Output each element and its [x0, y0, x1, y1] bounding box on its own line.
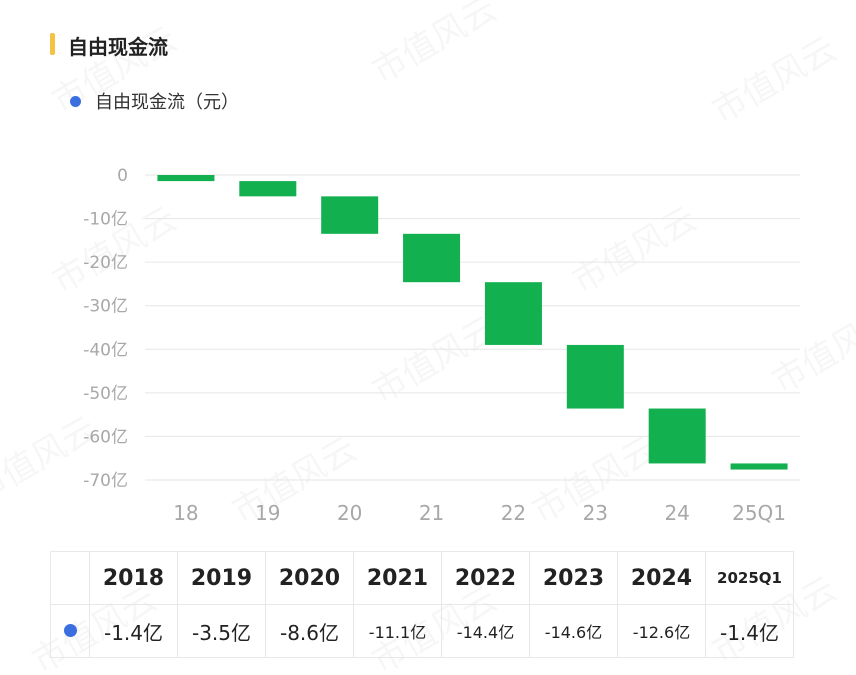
- y-tick-label: -30亿: [83, 297, 128, 317]
- y-tick-label: -60亿: [83, 427, 128, 447]
- table-value-cell: -12.6亿: [617, 604, 706, 658]
- x-tick-label: 19: [255, 501, 280, 525]
- waterfall-bar: [157, 175, 215, 182]
- table-corner-cell: [50, 551, 90, 605]
- table-year-cell: 2024: [617, 551, 706, 605]
- table-year-cell: 2025Q1: [705, 551, 794, 605]
- y-tick-label: -20亿: [83, 253, 128, 273]
- table-year-cell: 2023: [529, 551, 618, 605]
- x-tick-label: 25Q1: [732, 501, 786, 525]
- table-value-cell: -1.4亿: [89, 604, 178, 658]
- waterfall-bar: [648, 408, 706, 464]
- x-tick-label: 18: [173, 501, 198, 525]
- waterfall-bar: [403, 233, 461, 283]
- table-header-row: 2018 2019 2020 2021 2022 2023 2024 2025Q…: [50, 551, 794, 605]
- waterfall-bar: [730, 463, 788, 470]
- chart-title: 自由现金流: [68, 35, 168, 59]
- x-tick-label: 22: [501, 501, 526, 525]
- table-value-cell: -14.6亿: [529, 604, 618, 658]
- waterfall-bar: [321, 196, 379, 234]
- y-tick-label: -50亿: [83, 384, 128, 404]
- x-tick-label: 20: [337, 501, 362, 525]
- legend-label: 自由现金流（元）: [95, 92, 239, 113]
- table-value-cell: -1.4亿: [705, 604, 794, 658]
- y-tick-label: -40亿: [83, 340, 128, 360]
- table-year-cell: 2022: [441, 551, 530, 605]
- table-value-cell: -8.6亿: [265, 604, 354, 658]
- y-tick-label: -70亿: [83, 471, 128, 491]
- table-value-cell: -14.4亿: [441, 604, 530, 658]
- waterfall-chart: 0 -10亿 -20亿 -30亿 -40亿 -50亿 -60亿 -70亿 18 19 20 21 22 2…: [83, 166, 800, 525]
- x-tick-label: 24: [664, 501, 689, 525]
- table-value-row: -1.4亿 -3.5亿 -8.6亿 -11.1亿 -14.4亿 -14.6亿 -…: [50, 604, 794, 658]
- table-series-marker-cell: [50, 604, 90, 658]
- x-tick-label: 21: [419, 501, 444, 525]
- waterfall-bar: [484, 282, 542, 345]
- waterfall-bar: [239, 181, 297, 197]
- table-year-cell: 2020: [265, 551, 354, 605]
- series-marker-icon: [63, 623, 77, 637]
- table-year-cell: 2021: [353, 551, 442, 605]
- legend-marker-icon: [70, 95, 81, 107]
- y-tick-label: -10亿: [83, 210, 128, 230]
- legend[interactable]: 自由现金流（元）: [70, 88, 239, 114]
- table-value-cell: -11.1亿: [353, 604, 442, 658]
- table-year-cell: 2019: [177, 551, 266, 605]
- table-value-cell: -3.5亿: [177, 604, 266, 658]
- x-tick-label: 23: [583, 501, 608, 525]
- waterfall-bar: [566, 344, 624, 409]
- title-accent-bar: [50, 33, 55, 55]
- table-year-cell: 2018: [89, 551, 178, 605]
- y-tick-label: 0: [117, 166, 128, 186]
- data-table: 2018 2019 2020 2021 2022 2023 2024 2025Q…: [50, 551, 794, 658]
